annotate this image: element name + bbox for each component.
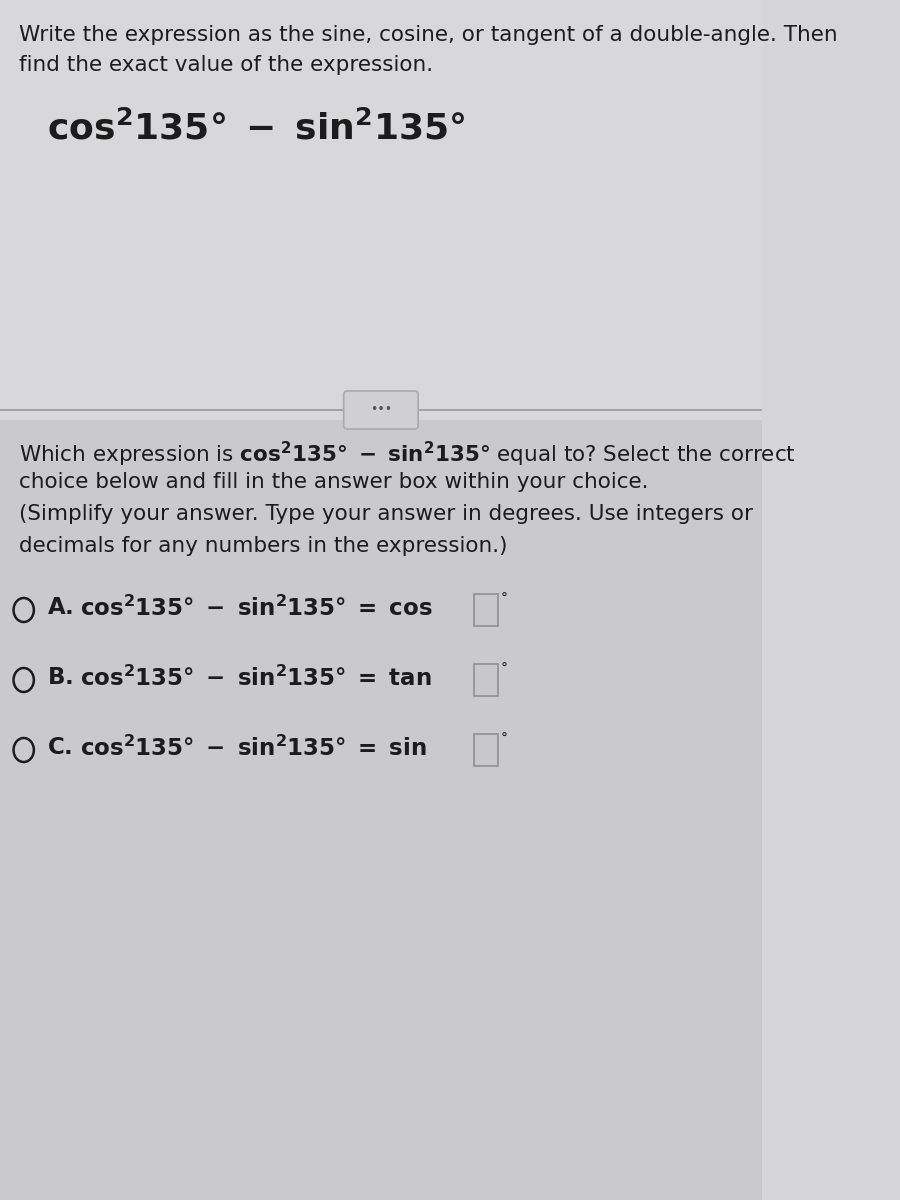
Text: $\mathbf{cos}^{\mathbf{2}}\mathbf{135°\ -\ sin}^{\mathbf{2}}\mathbf{135°\ =\ sin: $\mathbf{cos}^{\mathbf{2}}\mathbf{135°\ … bbox=[80, 736, 428, 761]
Text: °: ° bbox=[501, 592, 508, 606]
Text: •••: ••• bbox=[370, 403, 392, 416]
Text: Write the expression as the sine, cosine, or tangent of a double-angle. Then: Write the expression as the sine, cosine… bbox=[19, 25, 837, 44]
Text: °: ° bbox=[501, 662, 508, 676]
FancyBboxPatch shape bbox=[474, 664, 498, 696]
Text: Which expression is $\mathbf{cos}^{\mathbf{2}}\mathbf{135°\ -\ sin}^{\mathbf{2}}: Which expression is $\mathbf{cos}^{\math… bbox=[19, 440, 796, 469]
Text: $\mathbf{B.}$: $\mathbf{B.}$ bbox=[47, 666, 72, 690]
FancyBboxPatch shape bbox=[0, 420, 761, 1200]
Text: $\mathbf{cos}^{\mathbf{2}}\mathbf{135°\ -\ sin}^{\mathbf{2}}\mathbf{135°}$: $\mathbf{cos}^{\mathbf{2}}\mathbf{135°\ … bbox=[47, 110, 465, 146]
Text: decimals for any numbers in the expression.): decimals for any numbers in the expressi… bbox=[19, 536, 507, 556]
Text: $\mathbf{C.}$: $\mathbf{C.}$ bbox=[47, 737, 72, 760]
FancyBboxPatch shape bbox=[474, 594, 498, 626]
Text: find the exact value of the expression.: find the exact value of the expression. bbox=[19, 55, 433, 74]
FancyBboxPatch shape bbox=[474, 734, 498, 766]
Text: $\mathbf{A.}$: $\mathbf{A.}$ bbox=[47, 596, 73, 619]
Text: (Simplify your answer. Type your answer in degrees. Use integers or: (Simplify your answer. Type your answer … bbox=[19, 504, 752, 524]
FancyBboxPatch shape bbox=[344, 391, 418, 428]
Text: choice below and fill in the answer box within your choice.: choice below and fill in the answer box … bbox=[19, 472, 648, 492]
Text: $\mathbf{cos}^{\mathbf{2}}\mathbf{135°\ -\ sin}^{\mathbf{2}}\mathbf{135°\ =\ cos: $\mathbf{cos}^{\mathbf{2}}\mathbf{135°\ … bbox=[80, 595, 433, 620]
FancyBboxPatch shape bbox=[0, 0, 761, 420]
Text: °: ° bbox=[501, 732, 508, 746]
Text: $\mathbf{cos}^{\mathbf{2}}\mathbf{135°\ -\ sin}^{\mathbf{2}}\mathbf{135°\ =\ tan: $\mathbf{cos}^{\mathbf{2}}\mathbf{135°\ … bbox=[80, 665, 432, 691]
